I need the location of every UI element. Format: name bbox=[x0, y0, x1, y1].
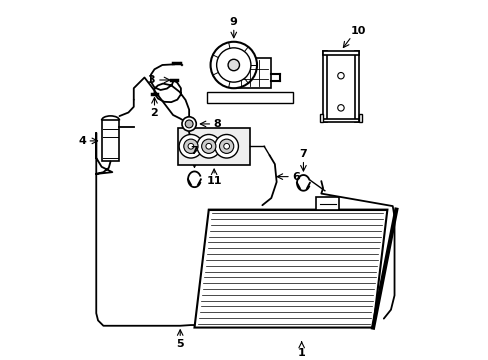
Circle shape bbox=[197, 135, 220, 158]
Circle shape bbox=[205, 143, 211, 149]
Bar bbox=[323, 51, 358, 55]
Text: 11: 11 bbox=[206, 176, 222, 186]
Circle shape bbox=[179, 135, 203, 158]
Bar bbox=[320, 113, 323, 122]
Circle shape bbox=[224, 143, 229, 149]
Text: 3: 3 bbox=[147, 75, 155, 85]
Text: 6: 6 bbox=[292, 172, 300, 182]
Text: 9: 9 bbox=[229, 17, 237, 27]
Text: 7: 7 bbox=[299, 149, 306, 159]
Circle shape bbox=[227, 59, 239, 71]
Bar bbox=[354, 51, 358, 122]
Circle shape bbox=[182, 117, 196, 131]
Bar bbox=[323, 119, 358, 122]
Bar bbox=[315, 197, 339, 210]
Circle shape bbox=[188, 143, 193, 149]
Circle shape bbox=[219, 139, 233, 153]
Bar bbox=[102, 120, 119, 161]
Text: 10: 10 bbox=[350, 26, 366, 36]
Circle shape bbox=[201, 139, 216, 153]
Bar bbox=[235, 58, 271, 88]
Circle shape bbox=[337, 105, 344, 111]
Circle shape bbox=[210, 42, 257, 88]
Polygon shape bbox=[194, 210, 386, 328]
Text: 1: 1 bbox=[297, 348, 305, 358]
Text: 8: 8 bbox=[213, 119, 221, 129]
Circle shape bbox=[216, 48, 250, 82]
Text: 7: 7 bbox=[190, 146, 198, 156]
Circle shape bbox=[337, 72, 344, 79]
Circle shape bbox=[185, 120, 193, 128]
Bar bbox=[178, 127, 249, 165]
Bar bbox=[206, 92, 292, 103]
Text: 2: 2 bbox=[150, 108, 158, 118]
Text: 5: 5 bbox=[176, 339, 183, 348]
Text: 4: 4 bbox=[78, 136, 86, 146]
Circle shape bbox=[183, 139, 198, 153]
Bar bbox=[323, 51, 326, 122]
Bar bbox=[358, 113, 361, 122]
Circle shape bbox=[214, 135, 238, 158]
